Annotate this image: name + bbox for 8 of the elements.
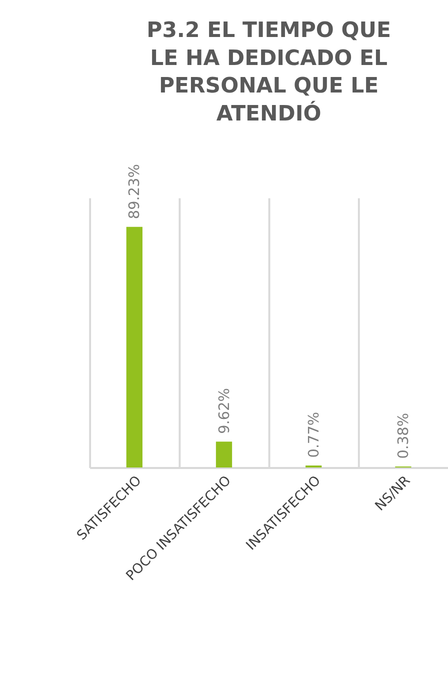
bar	[306, 465, 322, 468]
bar	[126, 226, 142, 468]
data-label: 0.38%	[396, 412, 412, 459]
data-label: 89.23%	[127, 164, 144, 220]
data-label: 0.77%	[306, 412, 322, 458]
chart-title: P3.2 EL TIEMPO QUE LE HA DEDICADO EL PERSONAL QUE LE ATENDIÓ	[146, 16, 391, 126]
bar	[216, 442, 232, 468]
data-label: 9.62%	[216, 388, 233, 434]
